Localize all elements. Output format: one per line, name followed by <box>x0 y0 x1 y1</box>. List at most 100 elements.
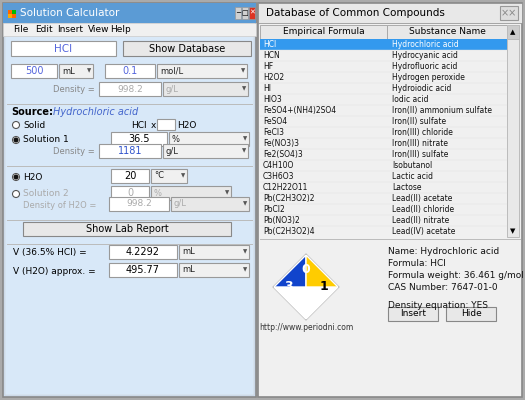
Text: Lactose: Lactose <box>392 183 422 192</box>
Circle shape <box>13 174 19 180</box>
Circle shape <box>14 175 18 179</box>
Bar <box>258 3 522 397</box>
Text: ××: ×× <box>501 8 517 18</box>
Text: Hide: Hide <box>460 310 481 318</box>
Text: Iron(III) sulfate: Iron(III) sulfate <box>392 150 448 159</box>
Text: C12H22O11: C12H22O11 <box>263 183 308 192</box>
Bar <box>12 10 16 14</box>
Text: Lactic acid: Lactic acid <box>392 172 433 181</box>
Text: g/L: g/L <box>166 146 179 156</box>
Text: ✕: ✕ <box>249 10 255 16</box>
Bar <box>11 41 116 56</box>
Text: ▼: ▼ <box>242 148 246 154</box>
Bar <box>3 3 256 397</box>
Text: Substance Name: Substance Name <box>408 28 486 36</box>
Text: Iron(III) nitrate: Iron(III) nitrate <box>392 139 448 148</box>
Text: 0: 0 <box>127 188 133 198</box>
Text: ▼: ▼ <box>510 228 516 234</box>
Bar <box>105 64 155 78</box>
Text: HI: HI <box>263 84 271 93</box>
Bar <box>3 23 256 36</box>
Text: Lead(II) nitrate: Lead(II) nitrate <box>392 216 449 225</box>
Text: ▼: ▼ <box>242 86 246 92</box>
Circle shape <box>13 122 19 128</box>
Text: Solution 2: Solution 2 <box>23 190 69 198</box>
Text: HCN: HCN <box>263 51 280 60</box>
Bar <box>123 41 251 56</box>
Bar <box>11 64 57 78</box>
Text: Formula weight: 36.461 g/mol: Formula weight: 36.461 g/mol <box>388 270 524 280</box>
Text: File: File <box>13 24 28 34</box>
Text: ▼: ▼ <box>241 68 245 74</box>
Text: ▲: ▲ <box>510 29 516 35</box>
Text: Hydroiodic acid: Hydroiodic acid <box>392 84 452 93</box>
Text: 1181: 1181 <box>118 146 142 156</box>
Bar <box>260 25 387 39</box>
Polygon shape <box>274 255 338 319</box>
Text: 1: 1 <box>319 280 328 294</box>
Text: 36.5: 36.5 <box>128 134 150 144</box>
Bar <box>169 132 249 146</box>
Bar <box>388 307 438 321</box>
Bar <box>260 39 387 50</box>
Bar <box>109 263 177 277</box>
Circle shape <box>13 190 19 198</box>
Text: ▼: ▼ <box>243 268 247 272</box>
Bar <box>59 64 93 78</box>
Circle shape <box>14 138 18 142</box>
Text: PbCl2: PbCl2 <box>263 205 285 214</box>
Text: Density =: Density = <box>53 86 94 94</box>
Text: Insert: Insert <box>400 310 426 318</box>
Text: x: x <box>151 120 156 130</box>
Text: Iron(II) ammonium sulfate: Iron(II) ammonium sulfate <box>392 106 492 115</box>
Text: Pb(C2H3O2)2: Pb(C2H3O2)2 <box>263 194 314 203</box>
Text: Solution 1: Solution 1 <box>23 136 69 144</box>
Bar <box>109 245 177 259</box>
Text: 3: 3 <box>284 280 293 294</box>
Text: Pb(NO3)2: Pb(NO3)2 <box>263 216 300 225</box>
Bar <box>99 144 161 158</box>
Polygon shape <box>274 255 306 319</box>
Text: ▼: ▼ <box>243 202 247 206</box>
Bar <box>8 10 16 18</box>
Text: ▼: ▼ <box>243 136 247 142</box>
Text: Database of Common Compounds: Database of Common Compounds <box>266 8 445 18</box>
Text: Insert: Insert <box>57 24 83 34</box>
Text: mol/L: mol/L <box>160 66 183 76</box>
Bar <box>111 132 167 146</box>
Bar <box>3 3 256 23</box>
Text: Empirical Formula: Empirical Formula <box>282 28 364 36</box>
Text: Iron(III) chloride: Iron(III) chloride <box>392 128 453 137</box>
Polygon shape <box>306 255 338 319</box>
Text: 0.1: 0.1 <box>122 66 138 76</box>
Text: FeCl3: FeCl3 <box>263 128 284 137</box>
Text: 0: 0 <box>302 263 310 276</box>
Bar <box>157 64 247 78</box>
Text: V (36.5% HCl) =: V (36.5% HCl) = <box>13 248 87 258</box>
Text: Density of H2O =: Density of H2O = <box>23 200 97 210</box>
Text: Show Lab Report: Show Lab Report <box>86 224 169 234</box>
Text: Hydrogen peroxide: Hydrogen peroxide <box>392 73 465 82</box>
Bar <box>242 7 248 19</box>
Text: C3H6O3: C3H6O3 <box>263 172 295 181</box>
Bar <box>507 25 519 39</box>
Polygon shape <box>274 255 338 287</box>
Bar <box>179 263 249 277</box>
Text: HCl: HCl <box>131 120 146 130</box>
Bar <box>249 7 255 19</box>
Text: Density =: Density = <box>53 148 94 156</box>
Text: Iron(II) sulfate: Iron(II) sulfate <box>392 117 446 126</box>
Bar <box>109 197 169 211</box>
Bar <box>179 245 249 259</box>
Polygon shape <box>274 287 338 319</box>
Text: 495.77: 495.77 <box>126 265 160 275</box>
Text: Hydrochloric acid: Hydrochloric acid <box>392 40 459 49</box>
Text: H2O2: H2O2 <box>263 73 284 82</box>
Bar <box>111 169 149 183</box>
Bar <box>157 119 175 130</box>
Text: H2O: H2O <box>23 172 43 182</box>
Text: Edit: Edit <box>35 24 52 34</box>
Text: C4H10O: C4H10O <box>263 161 295 170</box>
Text: Fe(NO3)3: Fe(NO3)3 <box>263 139 299 148</box>
Text: ▼: ▼ <box>181 174 185 178</box>
